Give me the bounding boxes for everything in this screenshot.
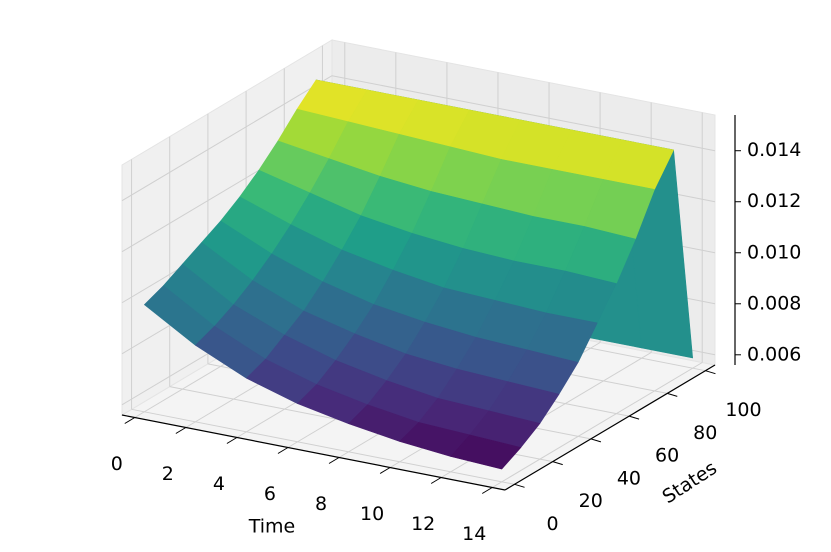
y-tick bbox=[705, 370, 716, 375]
y-tick-label: 0 bbox=[546, 513, 558, 535]
y-tick bbox=[590, 438, 602, 443]
grid-line bbox=[131, 408, 515, 485]
x-tick bbox=[175, 427, 187, 434]
x-tick bbox=[379, 467, 391, 474]
x-tick-label: 14 bbox=[462, 523, 486, 545]
y-tick-label: 80 bbox=[693, 422, 717, 444]
x-tick-label: 2 bbox=[162, 463, 174, 485]
surface-patch bbox=[450, 434, 522, 470]
x-tick-label: 10 bbox=[360, 503, 384, 525]
x-tick bbox=[277, 447, 289, 454]
x-tick-label: 12 bbox=[411, 513, 435, 535]
x-tick-label: 4 bbox=[213, 473, 225, 495]
y-tick-label: 60 bbox=[655, 445, 679, 467]
x-axis-label: Time bbox=[248, 516, 296, 538]
grid-line bbox=[121, 75, 333, 202]
z-tick-label: 0.014 bbox=[747, 139, 801, 161]
z-tick-label: 0.008 bbox=[747, 292, 801, 314]
y-tick-label: 40 bbox=[617, 467, 641, 489]
y-tick-label: 100 bbox=[725, 399, 761, 421]
x-tick-label: 6 bbox=[264, 483, 276, 505]
x-tick bbox=[481, 487, 493, 494]
y-axis bbox=[504, 364, 716, 491]
x-tick-label: 8 bbox=[315, 493, 327, 515]
x-tick bbox=[124, 417, 136, 424]
y-tick bbox=[552, 461, 563, 466]
grid-line bbox=[331, 75, 716, 152]
y-tick bbox=[514, 483, 525, 488]
x-tick bbox=[430, 477, 442, 484]
x-tick-label: 0 bbox=[111, 453, 123, 475]
x-tick bbox=[226, 437, 238, 444]
z-tick-label: 0.010 bbox=[747, 241, 801, 263]
y-tick bbox=[667, 392, 678, 397]
x-tick bbox=[328, 457, 340, 464]
y-tick-label: 20 bbox=[579, 490, 603, 512]
z-tick-label: 0.006 bbox=[747, 343, 801, 365]
z-tick-label: 0.012 bbox=[747, 190, 801, 212]
y-tick bbox=[628, 415, 640, 420]
grid-line bbox=[491, 362, 703, 488]
